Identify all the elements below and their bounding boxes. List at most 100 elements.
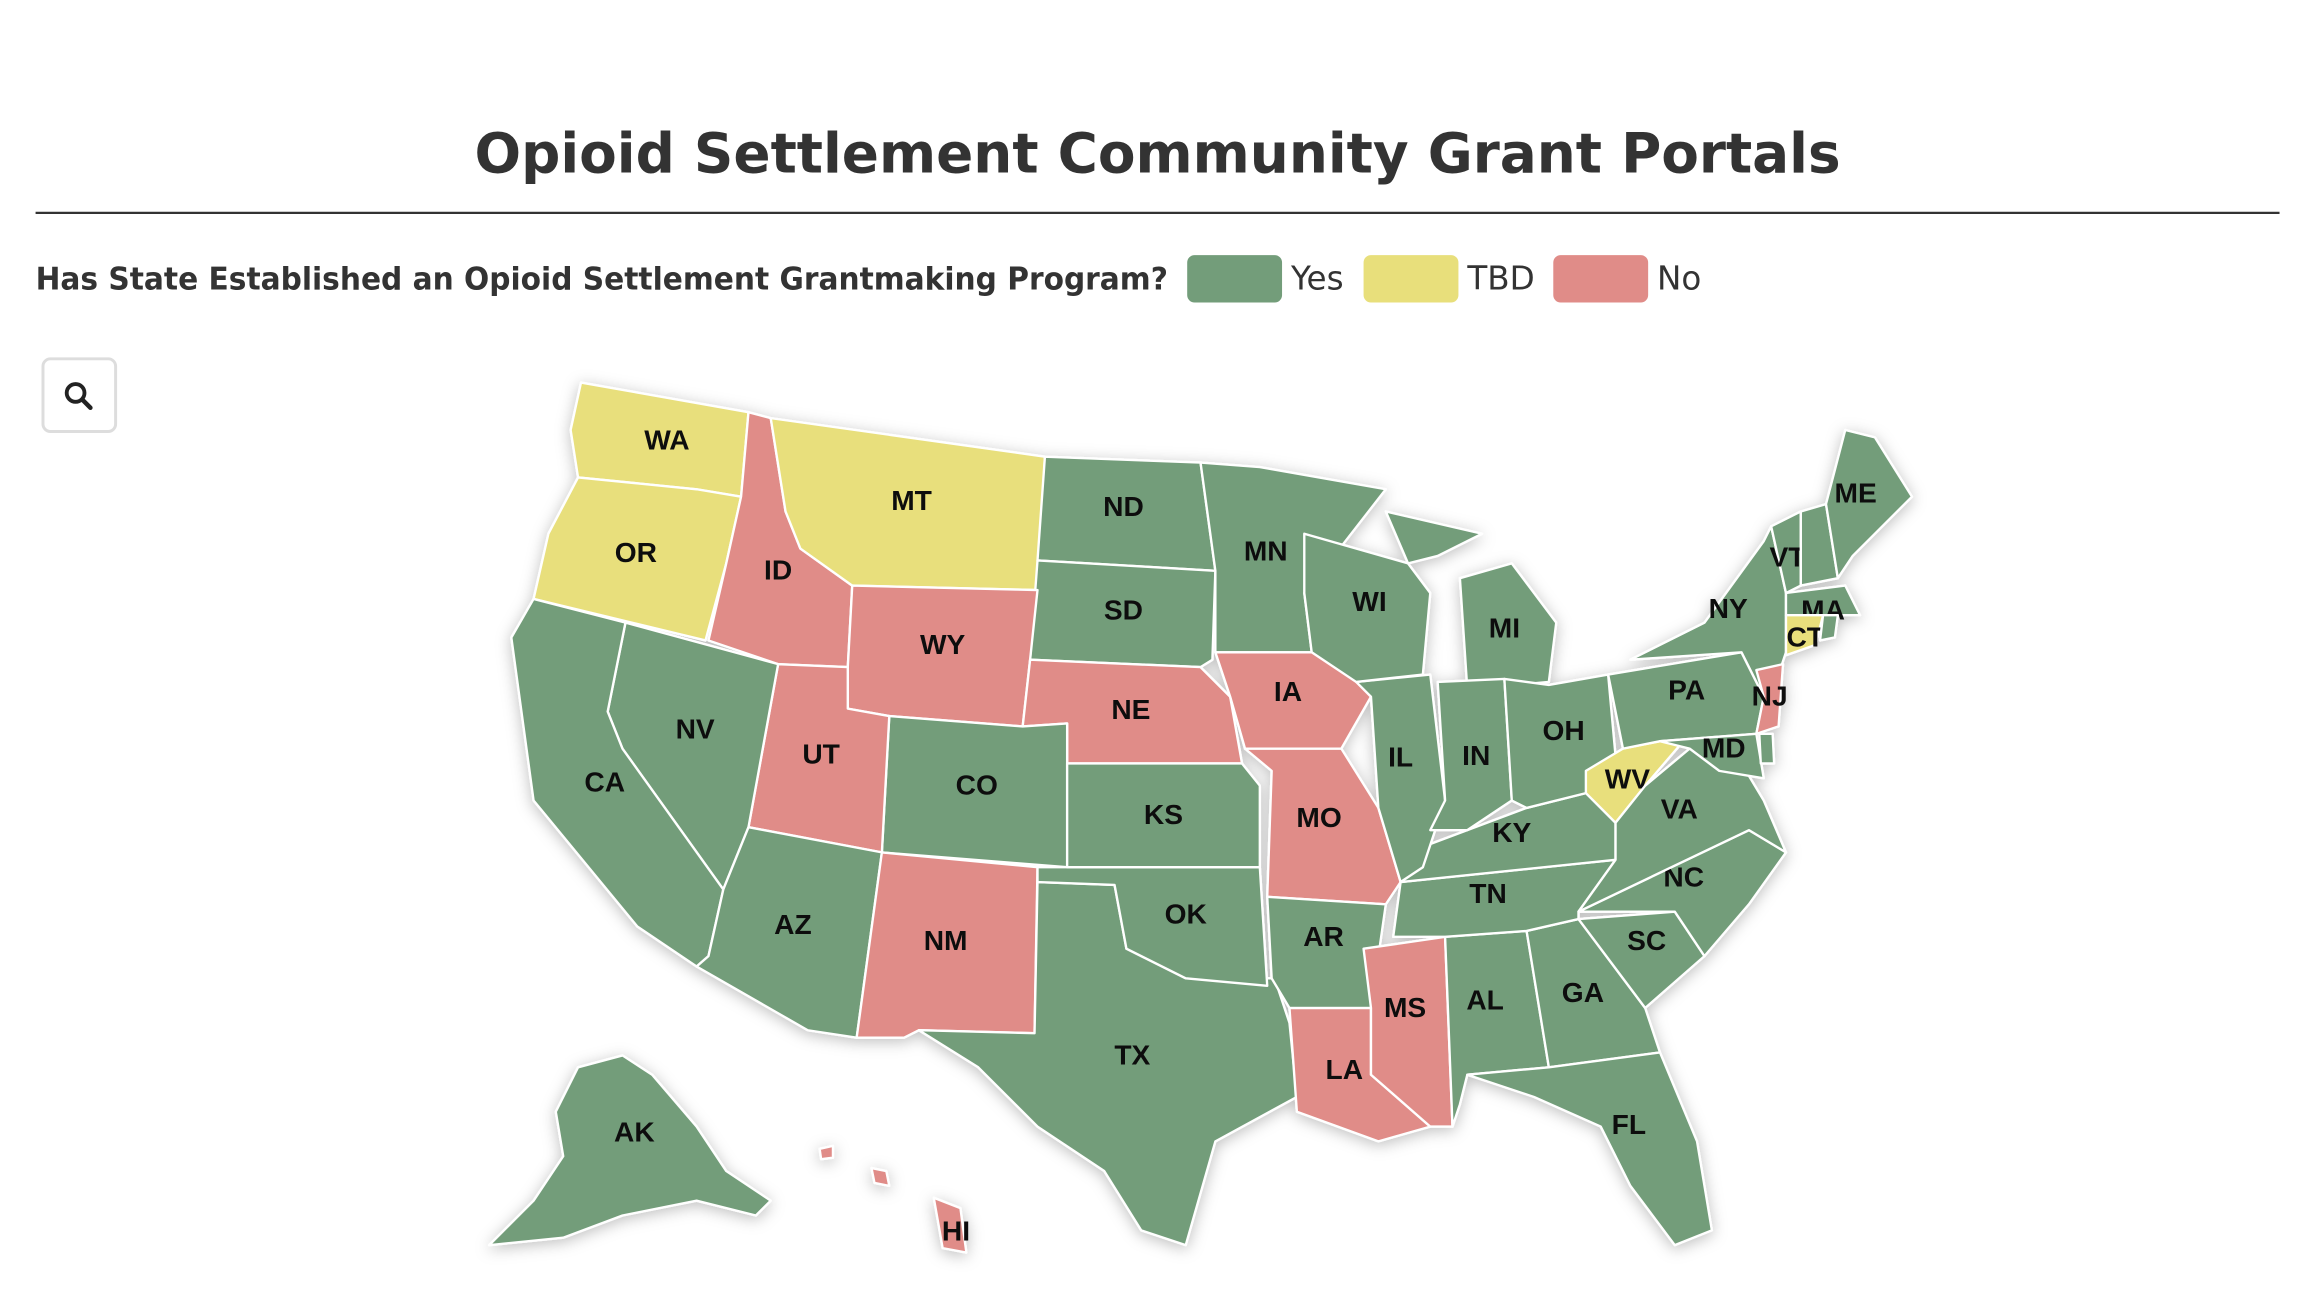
state[interactable]: NM [855, 851, 1039, 1039]
state-label: NJ [1752, 681, 1788, 712]
state-shape[interactable] [1758, 732, 1776, 765]
zoom-icon-handle [80, 397, 93, 410]
state[interactable]: ME [1824, 428, 1914, 580]
state[interactable]: IN [1429, 677, 1513, 832]
state[interactable]: ND [1036, 455, 1217, 572]
state-label: WY [920, 629, 966, 660]
state[interactable]: KS [1065, 762, 1262, 869]
state-label: NE [1111, 694, 1150, 725]
state-label: VA [1661, 793, 1698, 824]
legend-label: No [1657, 259, 1701, 297]
state-shape[interactable] [487, 1054, 772, 1247]
legend-swatch [1553, 255, 1649, 303]
state[interactable]: CT [1784, 614, 1825, 657]
state[interactable]: MD [1658, 732, 1765, 780]
state-label: SD [1104, 595, 1143, 626]
state[interactable]: FL [1466, 1051, 1714, 1247]
state-label: UT [802, 738, 840, 769]
state-label: KS [1144, 799, 1183, 830]
legend-swatch [1187, 255, 1283, 303]
state[interactable]: NJ [1752, 662, 1788, 735]
state[interactable]: MI [1384, 510, 1558, 691]
state-label: MN [1244, 535, 1288, 566]
state-shape[interactable] [1755, 662, 1785, 735]
state-label: NM [924, 925, 968, 956]
legend-question: Has State Established an Opioid Settleme… [36, 261, 1168, 297]
state-label: TX [1114, 1039, 1150, 1070]
state[interactable]: MO [1243, 747, 1402, 906]
state[interactable]: KY [1399, 791, 1617, 884]
state-label: NV [676, 713, 715, 744]
state-shape[interactable] [1036, 866, 1269, 987]
state-label: IA [1274, 676, 1302, 707]
state[interactable]: WI [1303, 532, 1432, 684]
state-label: OH [1543, 715, 1585, 746]
state-label: WA [644, 424, 689, 455]
state[interactable]: IA [1214, 651, 1373, 750]
state-label: SC [1627, 925, 1666, 956]
legend-swatch [1363, 255, 1459, 303]
state-label: CA [584, 767, 625, 798]
state-shape[interactable] [1065, 762, 1262, 869]
state-label: CT [1786, 621, 1824, 652]
state-label: ME [1835, 478, 1877, 509]
state-label: AL [1466, 985, 1504, 1016]
state-label: HI [942, 1216, 970, 1247]
zoom-button-box[interactable] [41, 357, 118, 433]
state-label: TN [1469, 878, 1507, 909]
state-label: IN [1462, 740, 1490, 771]
state-label: MI [1489, 613, 1520, 644]
state-label: PA [1668, 675, 1705, 706]
state-label: VT [1769, 541, 1805, 572]
state-shape[interactable] [1784, 614, 1825, 657]
state[interactable]: SD [1028, 559, 1217, 669]
state[interactable]: IL [1354, 673, 1447, 884]
state[interactable]: CO [880, 714, 1069, 869]
state-shape[interactable] [1784, 584, 1862, 617]
zoom-button[interactable] [41, 357, 118, 433]
state-label: NY [1709, 593, 1748, 624]
state[interactable] [1818, 614, 1840, 642]
state[interactable]: WY [846, 584, 1039, 728]
state-shape[interactable] [1384, 510, 1558, 691]
state[interactable]: OK [1036, 866, 1269, 987]
state[interactable]: VA [1577, 747, 1788, 913]
state-label: ND [1103, 491, 1144, 522]
state-label: AZ [774, 909, 812, 940]
state[interactable]: SC [1577, 910, 1706, 1010]
state-label: AR [1303, 921, 1344, 952]
state[interactable]: AK [487, 1054, 772, 1247]
state[interactable]: OR [532, 476, 743, 642]
state[interactable]: NE [1021, 658, 1244, 765]
state-label: IL [1388, 741, 1413, 772]
state-shape[interactable] [1466, 1051, 1714, 1247]
zoom-icon [64, 382, 87, 404]
state-label: MS [1384, 992, 1426, 1023]
state[interactable] [1758, 732, 1776, 765]
state-shape[interactable] [1658, 732, 1765, 780]
state[interactable]: MN [1199, 461, 1387, 654]
state-label: MO [1296, 802, 1341, 833]
state-label: WI [1352, 586, 1386, 617]
state-label: AK [614, 1116, 655, 1147]
state[interactable]: HI [818, 1144, 970, 1254]
state-shape[interactable] [818, 1144, 968, 1254]
state-shape[interactable] [1303, 532, 1432, 684]
state-shape[interactable] [1818, 614, 1840, 642]
state-label: CO [956, 770, 998, 801]
state[interactable]: WV [1584, 732, 1691, 824]
state-shape[interactable] [1824, 428, 1914, 580]
state[interactable]: VT [1769, 510, 1805, 595]
state-label: KY [1492, 817, 1531, 848]
state-shape[interactable] [1243, 747, 1402, 906]
state-label: LA [1326, 1054, 1364, 1085]
state-label: MD [1702, 733, 1746, 764]
state-shape[interactable] [532, 476, 743, 642]
map: WA OR ID MT ND SD WY NE CO UT NV CA AZ N… [487, 381, 1914, 1254]
state-shape[interactable] [1577, 747, 1788, 913]
legend-label: Yes [1290, 259, 1344, 297]
title: Opioid Settlement Community Grant Portal… [474, 121, 1840, 185]
state-label: OK [1165, 899, 1208, 930]
state-shape[interactable] [1354, 673, 1447, 884]
